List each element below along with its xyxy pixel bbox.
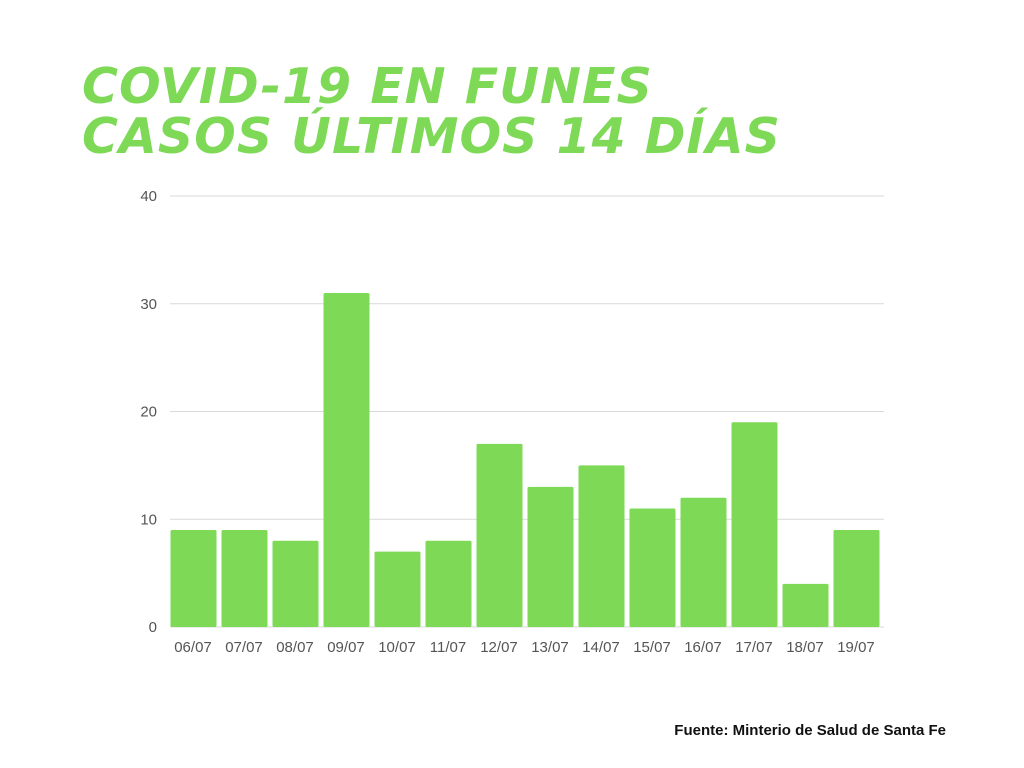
x-axis-ticks: 06/07 07/07 08/07 09/07 10/07 11/07 12/07 13/07… bbox=[174, 639, 875, 656]
bar bbox=[681, 498, 727, 627]
x-tick-label: 10/07 bbox=[378, 639, 416, 656]
bar bbox=[732, 422, 778, 627]
x-tick-label: 18/07 bbox=[786, 639, 824, 656]
y-tick-label: 40 bbox=[140, 188, 157, 205]
bar bbox=[273, 541, 319, 627]
bar bbox=[834, 530, 880, 627]
bar bbox=[375, 552, 421, 627]
x-tick-label: 11/07 bbox=[430, 639, 466, 656]
bar bbox=[630, 508, 676, 627]
bar bbox=[222, 530, 268, 627]
x-tick-label: 16/07 bbox=[684, 639, 722, 656]
y-axis-ticks: 0 10 20 30 40 bbox=[140, 188, 157, 636]
bar bbox=[324, 293, 370, 627]
x-tick-label: 13/07 bbox=[531, 639, 569, 656]
x-tick-label: 17/07 bbox=[735, 639, 773, 656]
x-tick-label: 19/07 bbox=[837, 639, 875, 656]
x-tick-label: 07/07 bbox=[225, 639, 263, 656]
x-tick-label: 08/07 bbox=[276, 639, 314, 656]
y-tick-label: 30 bbox=[140, 296, 157, 313]
bars bbox=[171, 293, 880, 627]
x-tick-label: 12/07 bbox=[480, 639, 518, 656]
bar bbox=[477, 444, 523, 627]
x-tick-label: 09/07 bbox=[327, 639, 365, 656]
source-note: Fuente: Minterio de Salud de Santa Fe bbox=[674, 722, 946, 739]
x-tick-label: 06/07 bbox=[174, 639, 212, 656]
bar bbox=[579, 465, 625, 627]
y-tick-label: 10 bbox=[140, 511, 157, 528]
bar bbox=[171, 530, 217, 627]
y-tick-label: 0 bbox=[149, 619, 157, 636]
x-tick-label: 14/07 bbox=[582, 639, 620, 656]
bar bbox=[783, 584, 829, 627]
bar bbox=[426, 541, 472, 627]
y-tick-label: 20 bbox=[140, 404, 157, 421]
bar bbox=[528, 487, 574, 627]
x-tick-label: 15/07 bbox=[633, 639, 671, 656]
